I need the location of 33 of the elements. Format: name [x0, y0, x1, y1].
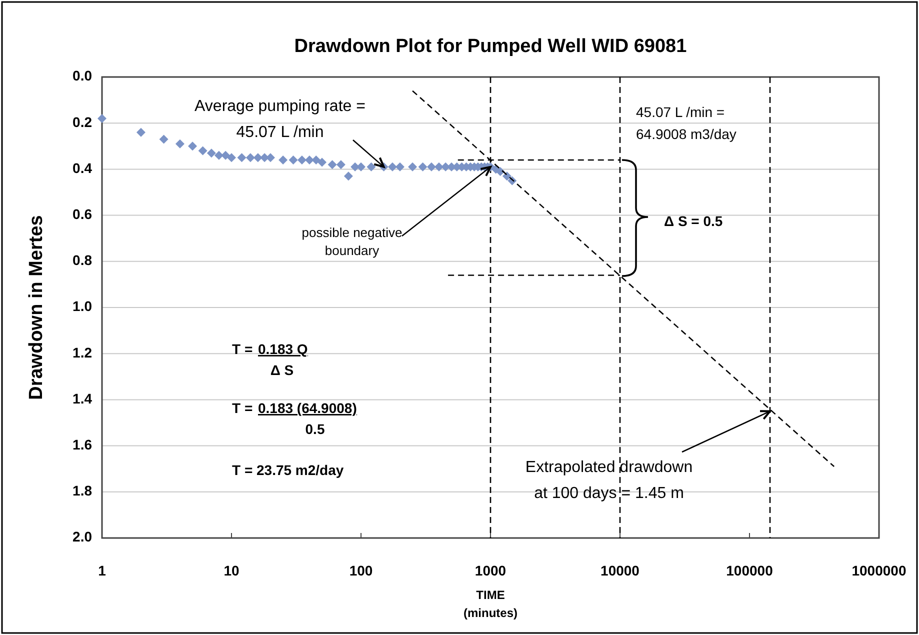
y-tick-label: 1.4: [72, 390, 92, 406]
y-tick-label: 2.0: [72, 528, 92, 545]
annotation: 45.07 L /min = 64.9008 m3/day: [636, 104, 736, 142]
x-tick-label: 100000: [726, 562, 774, 579]
annotation: Average pumping rate = 45.07 L /min: [194, 98, 366, 142]
x-axis-title: TIME (minutes): [464, 588, 518, 620]
annotation: Δ S = 0.5: [664, 212, 723, 229]
y-tick-label: 0.2: [72, 114, 92, 130]
y-tick-label: 0.4: [72, 160, 92, 176]
x-tick-label: 10000: [600, 562, 640, 579]
annotation: 0.5: [305, 420, 325, 437]
y-tick-label: 0.6: [72, 206, 92, 222]
y-tick-label: 1.0: [72, 298, 92, 314]
chart-title: Drawdown Plot for Pumped Well WID 69081: [294, 36, 688, 57]
y-tick-label: 1.6: [72, 436, 92, 453]
annotation: T = 23.75 m2/day: [232, 462, 344, 478]
annotation: T =: [232, 340, 253, 357]
y-tick-label: 1.8: [72, 482, 92, 499]
x-tick-label: 1000: [474, 562, 506, 579]
y-axis-title: Drawdown in Mertes: [26, 215, 47, 400]
x-tick-label: 1000000: [852, 562, 906, 579]
annotation: T =: [232, 400, 253, 416]
y-tick-label: 0.8: [72, 252, 92, 268]
annotation: Extrapolated drawdown at 100 days = 1.45 m: [525, 459, 693, 502]
annotation: possible negative boundary: [302, 225, 402, 258]
y-tick-label: 0.0: [72, 68, 92, 84]
annotation: 0.183 (64.9008): [258, 400, 357, 416]
annotation: 0.183 Q: [258, 340, 308, 357]
y-tick-label: 1.2: [72, 344, 92, 360]
x-tick-label: 100: [349, 562, 373, 579]
x-tick-label: 10: [224, 562, 240, 579]
x-tick-label: 1: [98, 562, 106, 579]
annotation: Δ S: [270, 362, 294, 378]
